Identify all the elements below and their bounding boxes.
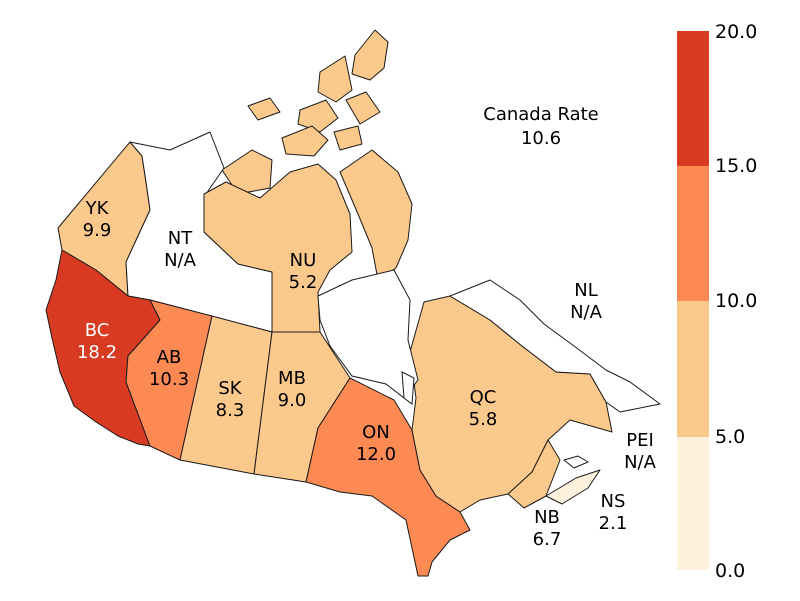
legend-bin-10-15 (677, 166, 709, 301)
legend-tick-15: 15.0 (715, 155, 757, 177)
region-shape-ns (545, 469, 601, 505)
region-labels: YK 9.9 NT N/A NU 5.2 BC 18.2 AB 10.3 SK … (77, 198, 657, 550)
legend-bin-0-5 (677, 437, 709, 570)
region-label-nu: NU (290, 250, 317, 271)
region-value-bc: 18.2 (77, 342, 117, 363)
region-label-nl: NL (574, 280, 598, 301)
island-banks (281, 125, 329, 157)
region-label-ab: AB (157, 347, 182, 368)
region-shape-pei (563, 455, 589, 469)
james-bay (401, 371, 415, 405)
canada-rate-value: 10.6 (521, 128, 561, 149)
island-devon (317, 55, 353, 103)
region-value-sk: 8.3 (216, 400, 245, 421)
region-label-pei: PEI (626, 430, 654, 451)
region-label-on: ON (362, 422, 390, 443)
region-label-ns: NS (601, 491, 626, 512)
legend-tick-20: 20.0 (715, 21, 757, 43)
region-shape-nu (203, 163, 353, 333)
legend-bin-5-10 (677, 301, 709, 437)
island-axel (297, 99, 339, 133)
island-baffin (339, 149, 413, 281)
region-value-ab: 10.3 (149, 369, 189, 390)
region-label-mb: MB (278, 368, 306, 389)
region-value-nb: 6.7 (533, 529, 562, 550)
region-shape-qc (409, 295, 613, 513)
region-label-yk: YK (85, 198, 110, 219)
region-value-nl: N/A (570, 302, 603, 323)
region-value-mb: 9.0 (278, 390, 307, 411)
region-label-qc: QC (470, 387, 497, 408)
region-value-nu: 5.2 (289, 272, 318, 293)
region-label-bc: BC (85, 320, 110, 341)
region-shape-nl (449, 279, 661, 413)
region-label-sk: SK (218, 378, 242, 399)
island-melville (247, 97, 281, 121)
legend-tick-5: 5.0 (715, 426, 745, 448)
region-value-pei: N/A (624, 452, 657, 473)
legend-bin-15-20 (677, 31, 709, 166)
island-somerset (333, 125, 363, 151)
region-value-on: 12.0 (356, 444, 396, 465)
legend-tick-10: 10.0 (715, 290, 757, 312)
region-label-nt: NT (168, 228, 193, 249)
provinces-layer (45, 131, 661, 577)
legend-colorbar: 0.0 5.0 10.0 15.0 20.0 (677, 21, 757, 582)
region-value-qc: 5.8 (469, 409, 498, 430)
region-shape-nb (507, 439, 561, 509)
island-baffin-north (345, 91, 381, 125)
region-value-yk: 9.9 (83, 220, 112, 241)
island-ellesmere (351, 29, 389, 81)
region-label-nb: NB (534, 507, 560, 528)
region-value-nt: N/A (164, 250, 197, 271)
legend-tick-0: 0.0 (715, 560, 745, 582)
region-value-ns: 2.1 (599, 513, 628, 534)
canada-rate-title: Canada Rate (483, 104, 599, 125)
